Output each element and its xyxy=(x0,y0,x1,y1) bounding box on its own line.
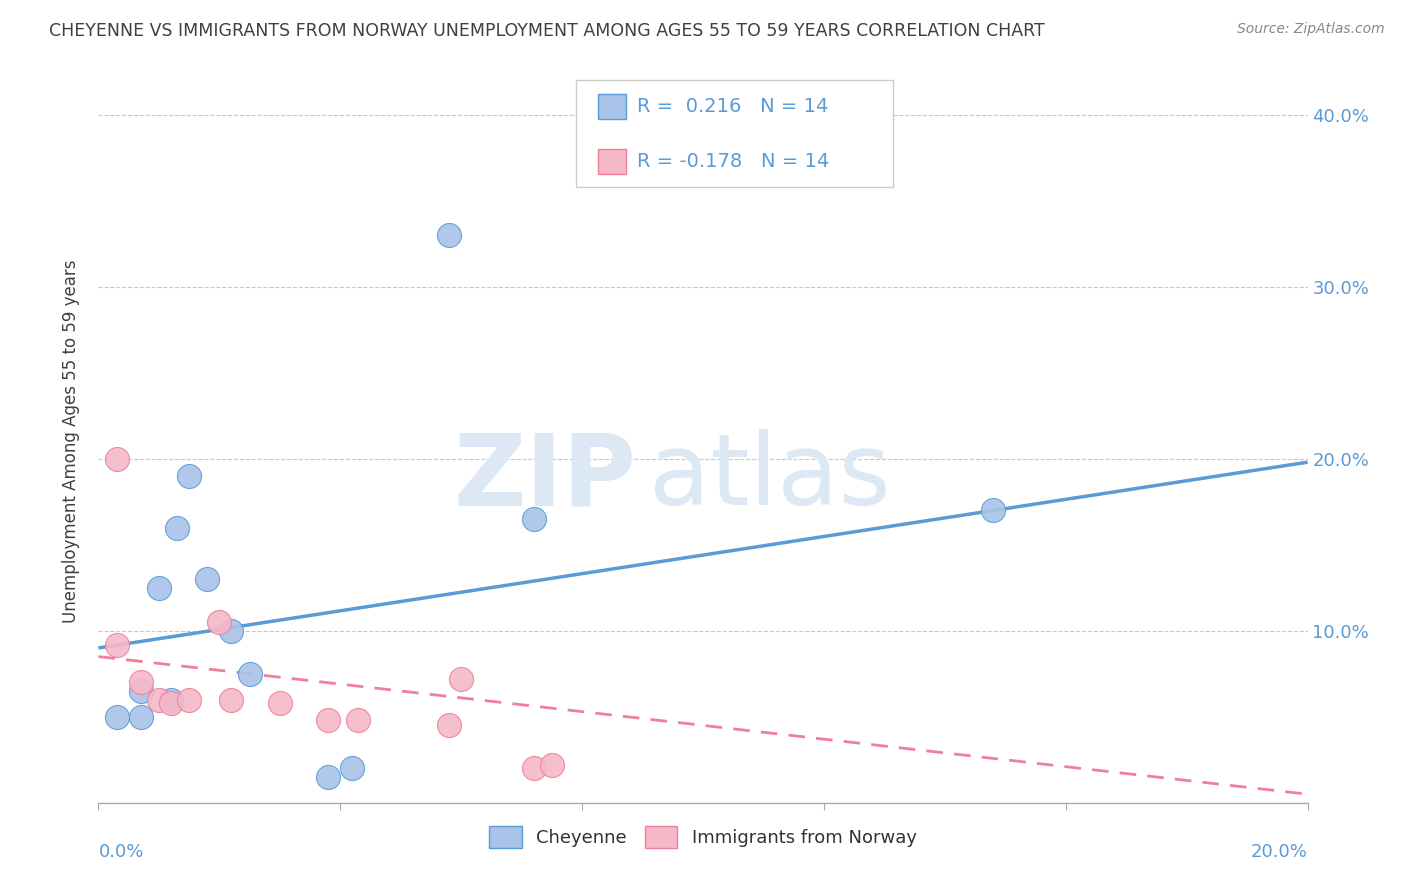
Point xyxy=(160,696,183,710)
Point xyxy=(221,692,243,706)
Point xyxy=(129,684,152,698)
Point xyxy=(129,710,152,724)
Point xyxy=(269,696,291,710)
Text: atlas: atlas xyxy=(648,429,890,526)
Text: ZIP: ZIP xyxy=(454,429,637,526)
Point xyxy=(166,520,188,534)
Point xyxy=(195,572,218,586)
Text: R =  0.216   N = 14: R = 0.216 N = 14 xyxy=(637,96,828,116)
Y-axis label: Unemployment Among Ages 55 to 59 years: Unemployment Among Ages 55 to 59 years xyxy=(62,260,80,624)
Point xyxy=(105,451,128,466)
Text: 20.0%: 20.0% xyxy=(1251,843,1308,861)
Point xyxy=(148,692,170,706)
Text: CHEYENNE VS IMMIGRANTS FROM NORWAY UNEMPLOYMENT AMONG AGES 55 TO 59 YEARS CORREL: CHEYENNE VS IMMIGRANTS FROM NORWAY UNEMP… xyxy=(49,22,1045,40)
Point xyxy=(342,761,364,775)
Text: Source: ZipAtlas.com: Source: ZipAtlas.com xyxy=(1237,22,1385,37)
Point xyxy=(239,666,262,681)
Point xyxy=(523,761,546,775)
Point xyxy=(450,672,472,686)
Point xyxy=(316,770,339,784)
Point xyxy=(437,228,460,243)
Text: R = -0.178   N = 14: R = -0.178 N = 14 xyxy=(637,152,830,171)
Point xyxy=(105,638,128,652)
Point xyxy=(316,713,339,727)
Point xyxy=(981,503,1004,517)
Point xyxy=(437,718,460,732)
Point xyxy=(148,581,170,595)
Point xyxy=(221,624,243,638)
Point xyxy=(523,512,546,526)
Point xyxy=(160,692,183,706)
Point xyxy=(179,469,201,483)
Point xyxy=(105,710,128,724)
Text: 0.0%: 0.0% xyxy=(98,843,143,861)
Point xyxy=(347,713,370,727)
Point xyxy=(129,675,152,690)
Point xyxy=(208,615,231,630)
Point xyxy=(540,758,562,772)
Legend: Cheyenne, Immigrants from Norway: Cheyenne, Immigrants from Norway xyxy=(482,819,924,855)
Point xyxy=(179,692,201,706)
